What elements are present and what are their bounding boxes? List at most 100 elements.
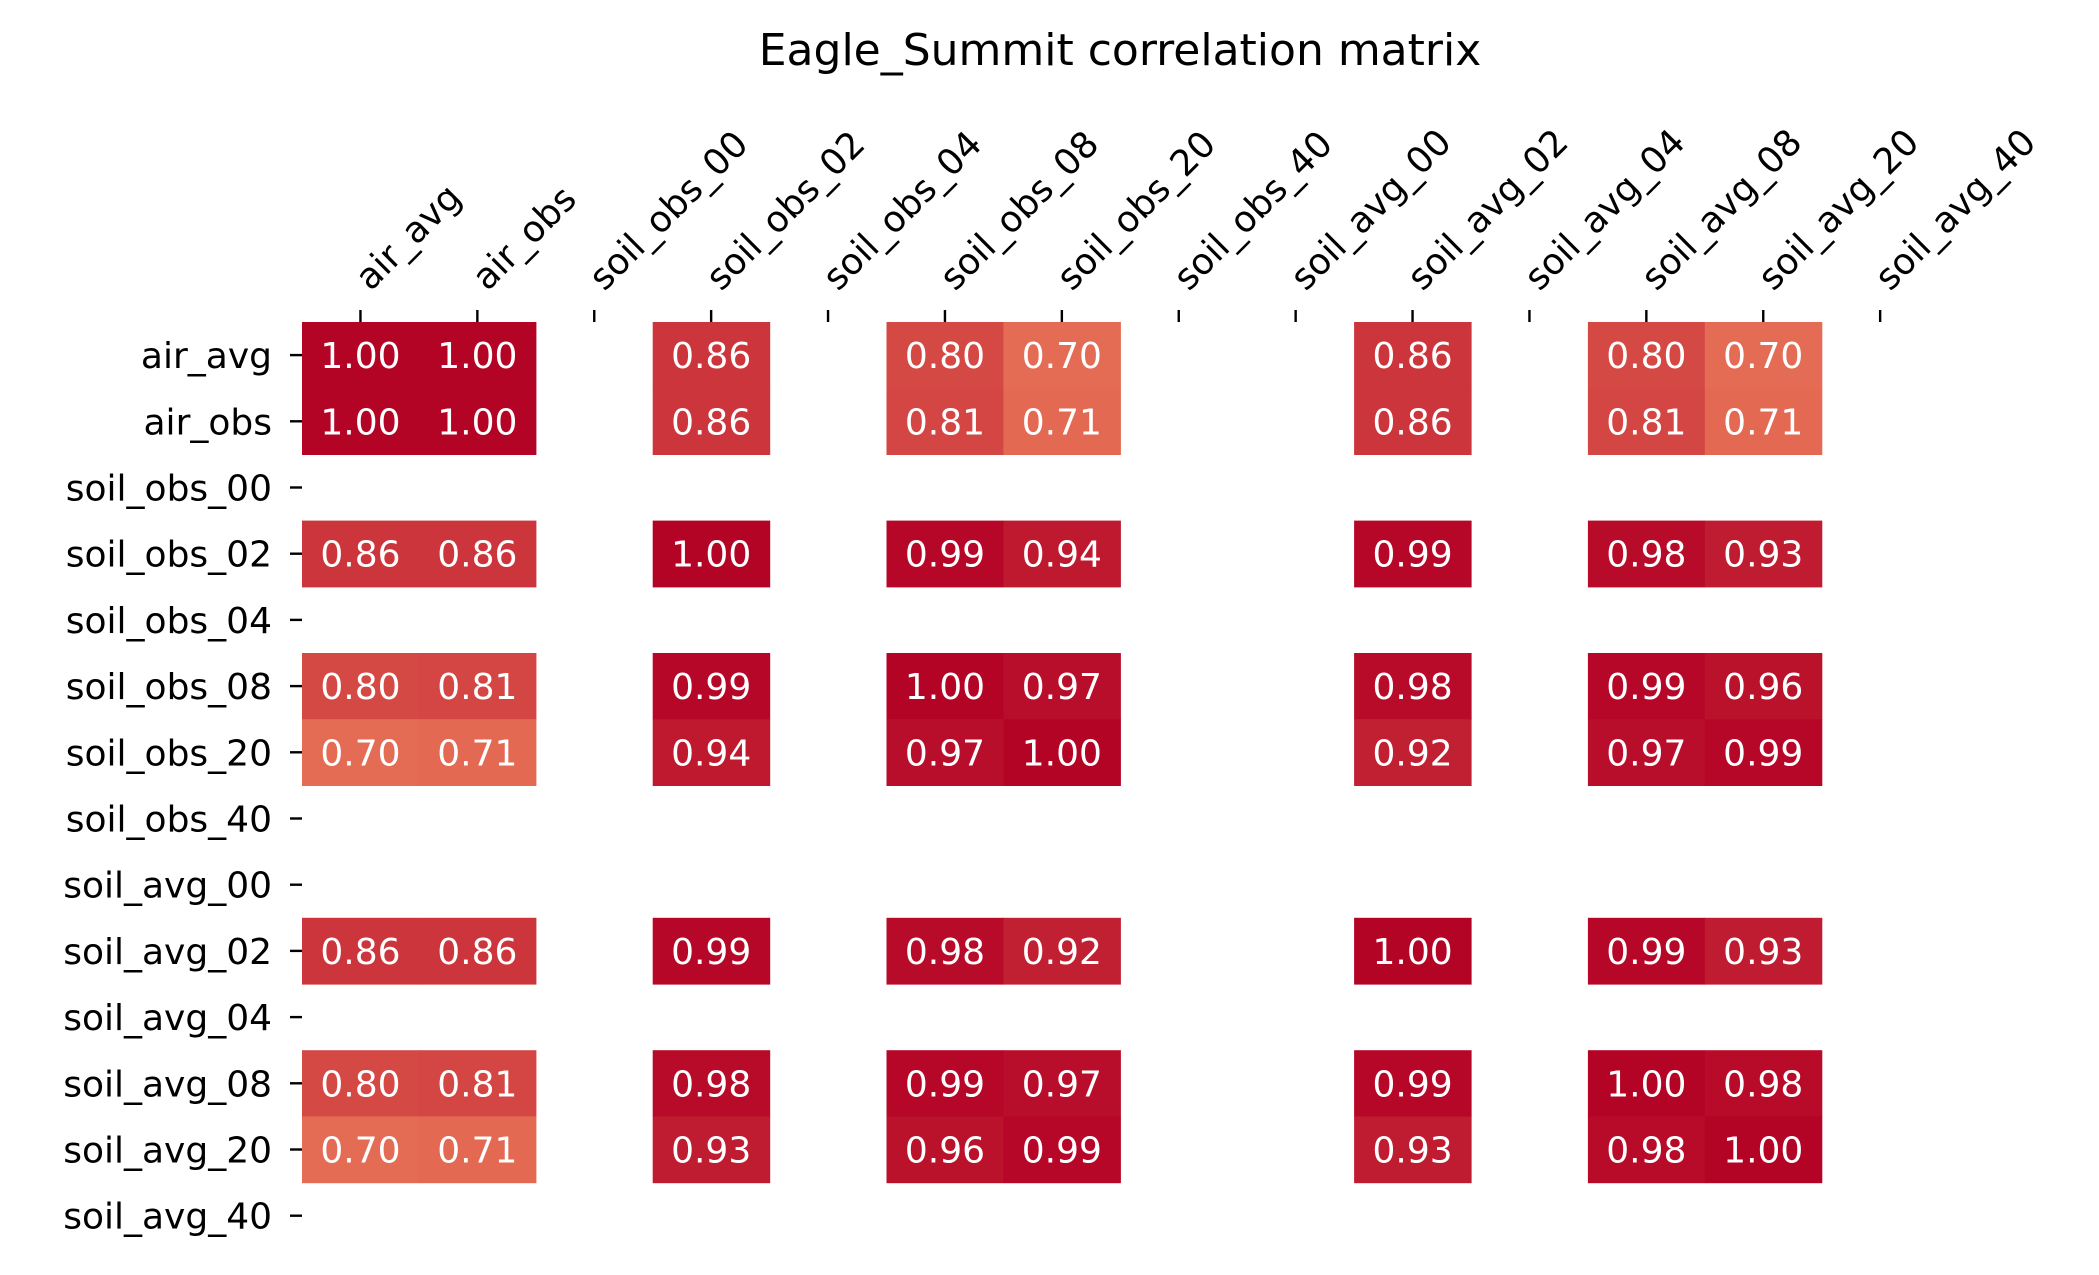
heatmap-cell <box>886 388 1004 455</box>
cell-value-label: 0.71 <box>1022 402 1102 443</box>
y-tick-label: air_avg <box>141 336 272 377</box>
heatmap-cell <box>886 322 1004 389</box>
cell-value-label: 0.98 <box>1606 1131 1686 1172</box>
cell-value-label: 0.97 <box>1606 733 1686 774</box>
heatmap-cell <box>652 1050 771 1117</box>
y-axis: air_avg air_obs soil_obs_00 soil_obs_02soil… <box>63 336 302 1238</box>
cell-value-label: 0.98 <box>1723 1064 1803 1105</box>
heatmap-cell <box>1704 719 1823 786</box>
y-tick-label: soil_avg_00 <box>63 866 272 907</box>
cell-value-label: 0.81 <box>905 402 985 443</box>
heatmap-cell <box>1354 917 1472 985</box>
heatmap-cell <box>1003 1050 1121 1117</box>
heatmap-cell <box>652 388 771 455</box>
heatmap-cell <box>302 1050 420 1117</box>
cell-value-label: 1.00 <box>1606 1064 1686 1105</box>
heatmap-cell <box>652 322 771 389</box>
heatmap-cell <box>1003 719 1121 786</box>
heatmap-cell <box>886 1050 1004 1117</box>
cell-value-label: 0.99 <box>1022 1131 1102 1172</box>
cell-value-label: 0.86 <box>671 336 751 377</box>
cell-value-label: 0.80 <box>320 1064 400 1105</box>
cell-value-label: 0.93 <box>1372 1131 1452 1172</box>
heatmap-cell <box>1704 388 1823 455</box>
cell-value-label: 0.94 <box>1022 535 1102 576</box>
heatmap-cell <box>1587 1116 1706 1184</box>
cell-value-label: 1.00 <box>905 667 985 708</box>
y-tick-label: soil_avg_20 <box>63 1131 272 1172</box>
x-tick-label: air_avg <box>348 177 470 299</box>
y-tick-label: soil_obs_04 <box>66 601 272 642</box>
y-tick-label: soil_avg_40 <box>63 1197 272 1238</box>
cell-value-label: 0.70 <box>320 733 400 774</box>
cell-value-label: 0.96 <box>1723 667 1803 708</box>
cell-value-label: 1.00 <box>1723 1131 1803 1172</box>
cell-value-label: 1.00 <box>320 402 400 443</box>
heatmap-cell <box>1354 653 1472 720</box>
heatmap-cell <box>886 719 1004 786</box>
cell-value-label: 0.81 <box>437 667 517 708</box>
x-axis: air_avgair_obssoil_obs_00soil_obs_02soil… <box>348 122 2044 322</box>
y-tick-label: air_obs <box>144 402 273 443</box>
heatmap-cell <box>418 719 537 786</box>
heatmap-cell <box>418 1050 537 1117</box>
cell-value-label: 0.70 <box>1022 336 1102 377</box>
cell-value-label: 0.98 <box>905 932 985 973</box>
heatmap-cell <box>1003 388 1121 455</box>
y-tick-label: soil_avg_02 <box>63 932 272 973</box>
cell-value-label: 1.00 <box>437 336 517 377</box>
cell-value-label: 1.00 <box>1022 733 1102 774</box>
y-tick-label: soil_obs_08 <box>66 667 272 708</box>
cell-value-label: 0.80 <box>1606 336 1686 377</box>
cell-value-label: 0.86 <box>1372 336 1452 377</box>
cell-value-label: 0.81 <box>1606 402 1686 443</box>
cell-value-label: 0.86 <box>437 535 517 576</box>
cell-value-label: 0.80 <box>320 667 400 708</box>
heatmap-cell <box>1354 322 1472 389</box>
heatmap-cell <box>1354 1050 1472 1117</box>
y-tick-label: soil_avg_04 <box>63 998 272 1039</box>
cell-value-label: 0.93 <box>1723 932 1803 973</box>
heatmap-cell <box>1587 520 1706 588</box>
heatmap-cell <box>886 653 1004 720</box>
heatmap-cell <box>886 1116 1004 1184</box>
cell-value-label: 0.97 <box>905 733 985 774</box>
heatmap-cell <box>302 1116 420 1184</box>
heatmap-cell <box>1704 520 1823 588</box>
cell-value-label: 0.93 <box>671 1131 751 1172</box>
cell-value-label: 0.92 <box>1022 932 1102 973</box>
cell-value-label: 1.00 <box>671 535 751 576</box>
heatmap-cell <box>1587 917 1706 985</box>
cell-value-label: 0.99 <box>905 535 985 576</box>
heatmap-cell <box>418 653 537 720</box>
cell-value-label: 0.81 <box>437 1064 517 1105</box>
heatmap-cell <box>1354 520 1472 588</box>
cell-value-label: 0.98 <box>1606 535 1686 576</box>
heatmap-cell <box>302 653 420 720</box>
heatmap-cell <box>418 520 537 588</box>
cell-value-label: 0.86 <box>437 932 517 973</box>
y-tick-label: soil_avg_08 <box>63 1064 272 1105</box>
heatmap-cell <box>1003 917 1121 985</box>
heatmap-cell <box>302 917 420 985</box>
cell-value-label: 0.99 <box>905 1064 985 1105</box>
cell-value-label: 0.86 <box>320 932 400 973</box>
heatmap-cell <box>652 653 771 720</box>
cell-value-label: 0.94 <box>671 733 751 774</box>
y-tick-label: soil_obs_40 <box>66 800 272 841</box>
heatmap-cell <box>1704 653 1823 720</box>
heatmap-cell <box>1354 388 1472 455</box>
y-tick-label: soil_obs_20 <box>66 733 272 774</box>
heatmap-cells: 1.00 1.00 0.86 0.80 0.70 0.86 0.80 0.70 1.00 1.00… <box>302 322 1823 1184</box>
heatmap-cell <box>1003 653 1121 720</box>
cell-value-label: 0.99 <box>1372 1064 1452 1105</box>
cell-value-label: 0.96 <box>905 1131 985 1172</box>
heatmap-cell <box>1587 388 1706 455</box>
heatmap-cell <box>1704 1050 1823 1117</box>
cell-value-label: 0.70 <box>1723 336 1803 377</box>
heatmap-cell <box>1354 719 1472 786</box>
cell-value-label: 1.00 <box>437 402 517 443</box>
cell-value-label: 0.93 <box>1723 535 1803 576</box>
heatmap-cell <box>1587 322 1706 389</box>
cell-value-label: 1.00 <box>1372 932 1452 973</box>
